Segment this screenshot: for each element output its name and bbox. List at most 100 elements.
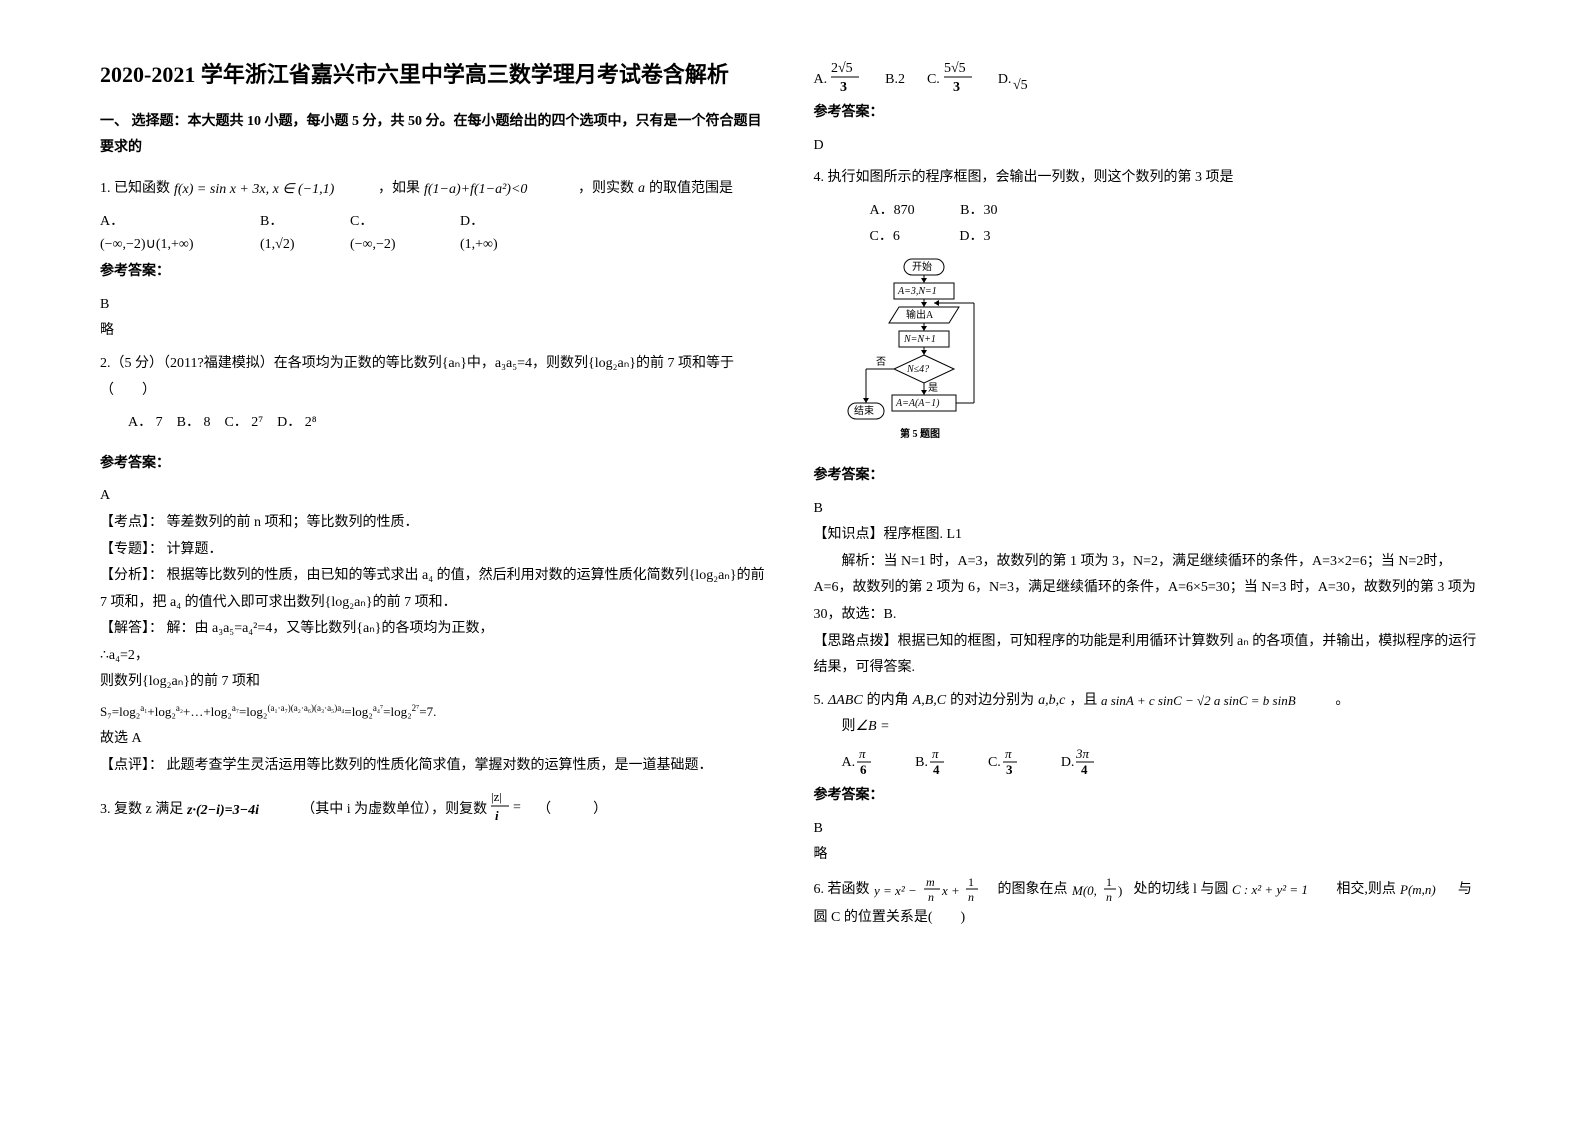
q5-optD-label: D. [1061,750,1075,777]
q3-options: A. 2√53 B.2 C. 5√53 D. √5 [814,60,1488,94]
q5-stem: 5. ΔABC 的内角 A,B,C 的对边分别为 a,b,c ，且 a sinA… [814,688,1488,715]
q5-stem-d: ，且 [1069,688,1097,715]
svg-text:i: i [495,808,499,823]
q5-abc: a,b,c [1038,688,1065,715]
q3-stem-b: （其中 i 为虚数单位），则复数 [301,797,487,824]
q6-stem-a: 6. 若函数 [814,875,870,906]
q1-answer-label: 参考答案： [100,259,774,286]
q5-optD: D.3π4 [1061,747,1099,777]
q6-stem-c: 处的切线 l 与圆 [1134,875,1229,906]
q2-formula-s7: S₇=log₂a₁+log₂a₂+…+log₂a₇=log₂(a₁·a₇)(a₂… [100,696,774,726]
svg-text:2√5: 2√5 [831,61,853,76]
svg-text:f(x) = sin x + 3x, x ∈ (−1,1): f(x) = sin x + 3x, x ∈ (−1,1) [174,182,335,197]
q4-l2: 解析：当 N=1 时，A=3，故数列的第 1 项为 3，N=2，满足继续循环的条… [814,549,1488,629]
q6-stem-b: 的图象在点 [998,875,1068,906]
svg-text:6: 6 [860,762,867,777]
q5-optB-label: B. [915,750,928,777]
q5-note: 略 [814,842,1488,869]
svg-text:N=N+1: N=N+1 [903,334,936,345]
q6-f3: C : x² + y² = 1 [1232,881,1332,899]
svg-text:C : x² + y² = 1: C : x² + y² = 1 [1232,882,1308,897]
q1-optD: D． (1,+∞) [460,209,510,254]
q5-optA-label: A. [842,750,856,777]
q5-optA: A.π6 [842,747,876,777]
svg-text:): ) [1118,883,1122,898]
q1-stem: 1. 已知函数 f(x) = sin x + 3x, x ∈ (−1,1) ，如… [100,176,774,203]
svg-text:A=3,N=1: A=3,N=1 [897,286,937,297]
svg-text:P(m,n): P(m,n) [1400,882,1436,897]
q1-optB-label: B． [260,214,283,229]
page: 2020-2021 学年浙江省嘉兴市六里中学高三数学理月考试卷含解析 一、 选择… [0,0,1587,992]
q6-f4: P(m,n) [1400,881,1454,899]
q5-stem-c: 的对边分别为 [950,688,1034,715]
flowchart: 开始 A=3,N=1 输出A N=N+1 N≤4? [814,257,1488,457]
q1-stem-c: ，则实数 [578,176,634,203]
q1: 1. 已知函数 f(x) = sin x + 3x, x ∈ (−1,1) ，如… [100,176,774,345]
q1-answer: B [100,292,774,319]
q3-answer: D [814,133,1488,160]
q5-optC-label: C. [988,750,1001,777]
q4-optC: C．6 [870,229,900,244]
svg-text:y = x² −: y = x² − [874,883,917,898]
q5-answer-label: 参考答案： [814,783,1488,810]
q5-stem-b: 的内角 [867,688,909,715]
q4-stem: 4. 执行如图所示的程序框图，会输出一列数，则这个数列的第 3 项是 [814,165,1488,192]
q4-l1: 【知识点】程序框图. L1 [814,522,1488,549]
svg-text:n: n [968,890,974,904]
svg-text:1: 1 [1106,875,1112,889]
svg-text:结束: 结束 [854,404,874,417]
q4-options: A．870 B．30 C．6 D．3 [814,198,1488,251]
q2-l8: 故选 A [100,726,774,753]
q4-l3: 【思路点拨】根据已知的框图，可知程序的功能是利用循环计算数列 aₙ 的各项值，并… [814,629,1488,682]
q3-optA-label: A. [814,67,828,94]
q3-optC-label: C. [927,67,940,94]
svg-text:z·(2−i)=3−4i: z·(2−i)=3−4i [187,803,259,818]
q1-var-a: a [638,176,645,203]
svg-text:(1,√2): (1,√2) [260,237,295,252]
q6-stem: 6. 若函数 y = x² − mnx + 1n 的图象在点 M(0,1n) 处… [814,875,1488,906]
svg-text:π: π [859,747,866,761]
fc-start: 开始 [912,260,932,273]
svg-text:=: = [513,800,521,815]
svg-text:n: n [1106,890,1112,904]
svg-text:x +: x + [941,883,960,898]
q5-options: A.π6 B.π4 C.π3 D.3π4 [814,747,1488,777]
q2-l1: 【考点】： 等差数列的前 n 项和；等比数列的性质． [100,510,774,537]
svg-text:π: π [932,747,939,761]
q5-optB: B. π4 [915,747,948,777]
q2-l4: 【解答】： 解：由 a₃a₅=a₄²=4，又等比数列{aₙ}的各项均为正数， [100,616,774,643]
q3-answer-label: 参考答案： [814,100,1488,127]
q3-formula-1: z·(2−i)=3−4i [187,801,297,819]
q5-eq: a sinA + c sinC − √2 a sinC = b sinB [1101,692,1331,710]
q1-formula-2: f(1−a)+f(1−a²)<0 [424,179,574,199]
q4-optD: D．3 [959,229,990,244]
q2-l9: 【点评】： 此题考查学生灵活运用等比数列的性质化简求值，掌握对数的运算性质，是一… [100,753,774,780]
q4-answer: B [814,496,1488,523]
q1-stem-a: 1. 已知函数 [100,176,170,203]
q3-formula-2: |z|i= [491,793,533,827]
q4-optA: A．870 [870,203,915,218]
q1-optA-label: A． [100,214,124,229]
q3-optD: D. √5 [998,67,1038,94]
q4: 4. 执行如图所示的程序框图，会输出一列数，则这个数列的第 3 项是 A．870… [814,165,1488,682]
svg-text:(1,+∞): (1,+∞) [460,237,498,252]
q1-stem-d: 的取值范围是 [649,176,733,203]
q5-optC: C.π3 [988,747,1021,777]
q6-stem-f: 圆 C 的位置关系是( ) [814,905,1488,932]
q4-optB: B．30 [960,203,997,218]
svg-text:3π: 3π [1075,747,1090,761]
exam-title: 2020-2021 学年浙江省嘉兴市六里中学高三数学理月考试卷含解析 [100,60,774,91]
svg-text:m: m [926,875,935,889]
q5-ABC: A,B,C [913,688,946,715]
section-1-heading: 一、 选择题：本大题共 10 小题，每小题 5 分，共 50 分。在每小题给出的… [100,109,774,162]
svg-text:1: 1 [968,875,974,889]
q1-optD-label: D． [460,214,484,229]
left-column: 2020-2021 学年浙江省嘉兴市六里中学高三数学理月考试卷含解析 一、 选择… [100,60,774,932]
q1-stem-b: ，如果 [378,176,420,203]
q1-formula-1: f(x) = sin x + 3x, x ∈ (−1,1) [174,179,374,199]
svg-text:否: 否 [876,356,886,368]
q3-stem: 3. 复数 z 满足 z·(2−i)=3−4i （其中 i 为虚数单位），则复数… [100,793,774,827]
q5-tri: ΔABC [828,688,863,715]
svg-text:4: 4 [933,762,940,777]
q2-l6: 则数列{log₂aₙ}的前 7 项和 [100,669,774,696]
